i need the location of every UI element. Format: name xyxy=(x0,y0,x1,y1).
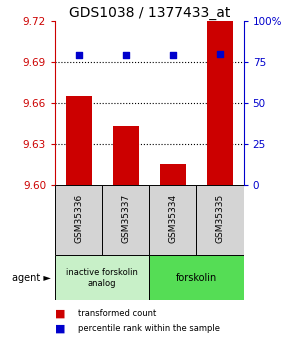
Text: GSM35335: GSM35335 xyxy=(215,194,224,243)
Point xyxy=(124,52,128,58)
Bar xyxy=(207,21,233,185)
Text: agent ►: agent ► xyxy=(12,273,50,283)
Text: GSM35337: GSM35337 xyxy=(121,194,130,243)
Text: inactive forskolin
analog: inactive forskolin analog xyxy=(66,268,138,287)
Text: transformed count: transformed count xyxy=(78,309,157,318)
Bar xyxy=(149,256,244,300)
Text: ■: ■ xyxy=(55,309,66,319)
Bar xyxy=(113,126,139,185)
Point xyxy=(218,51,222,57)
Point xyxy=(76,52,81,58)
Text: GSM35336: GSM35336 xyxy=(74,194,83,243)
Bar xyxy=(55,185,102,256)
Text: forskolin: forskolin xyxy=(176,273,217,283)
Point xyxy=(171,52,175,58)
Bar xyxy=(160,164,186,185)
Bar xyxy=(102,185,149,256)
Bar xyxy=(55,256,149,300)
Bar xyxy=(149,185,196,256)
Text: ■: ■ xyxy=(55,324,66,333)
Text: GSM35334: GSM35334 xyxy=(168,194,177,243)
Bar xyxy=(66,96,92,185)
Text: percentile rank within the sample: percentile rank within the sample xyxy=(78,324,220,333)
Bar xyxy=(196,185,244,256)
Title: GDS1038 / 1377433_at: GDS1038 / 1377433_at xyxy=(69,6,230,20)
